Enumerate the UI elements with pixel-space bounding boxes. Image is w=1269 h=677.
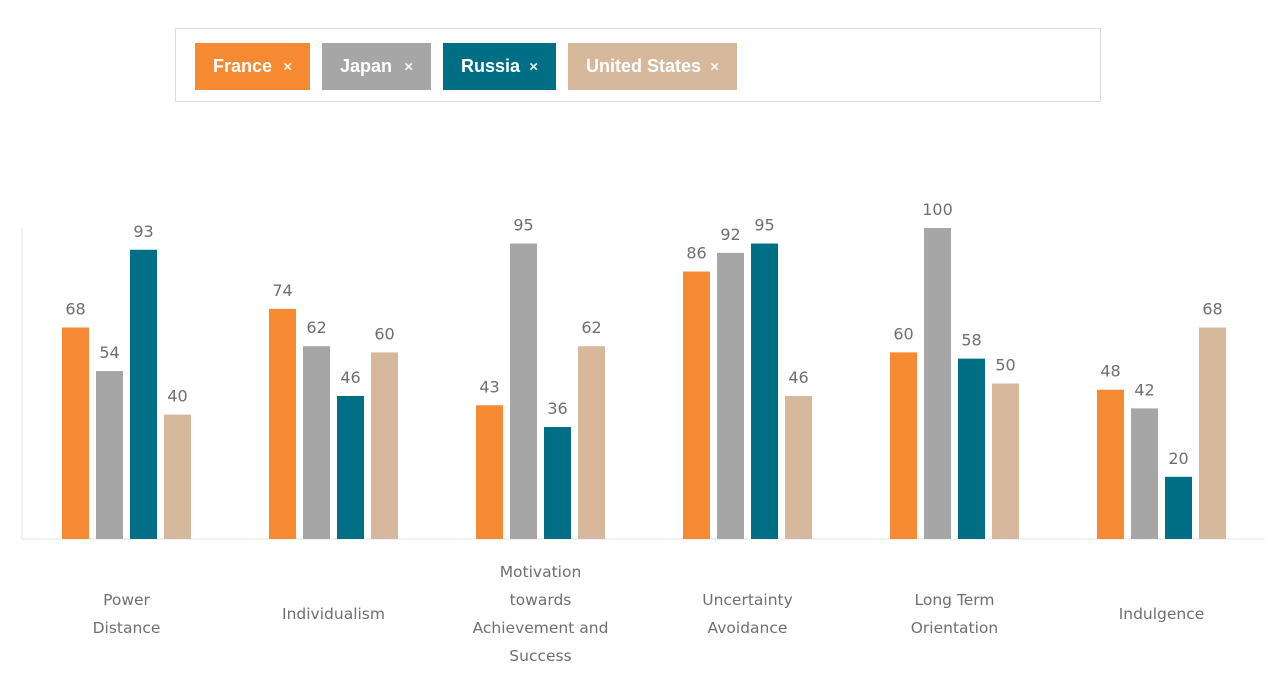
- bar-russia[interactable]: [751, 243, 778, 540]
- close-icon[interactable]: ×: [283, 58, 292, 75]
- data-label: 92: [720, 225, 740, 244]
- data-label: 100: [922, 200, 953, 219]
- bar-united-states[interactable]: [164, 414, 191, 539]
- data-label: 58: [961, 331, 981, 350]
- bar-japan[interactable]: [510, 243, 537, 540]
- data-label: 42: [1134, 380, 1154, 399]
- filter-chip-label: Japan: [340, 56, 393, 76]
- bar-france[interactable]: [476, 405, 503, 539]
- close-icon[interactable]: ×: [710, 58, 719, 75]
- bar-russia[interactable]: [544, 427, 571, 539]
- filter-chip-united-states[interactable]: United States ×: [568, 43, 737, 90]
- category-label: Individualism: [282, 605, 385, 623]
- filter-chip-label: France: [213, 56, 273, 76]
- filter-chip-france[interactable]: France ×: [195, 43, 310, 90]
- bar-japan[interactable]: [96, 371, 123, 539]
- bar-russia[interactable]: [130, 249, 157, 539]
- bar-united-states[interactable]: [785, 395, 812, 539]
- data-label: 36: [547, 399, 567, 418]
- data-label: 50: [995, 356, 1015, 375]
- data-label: 95: [513, 216, 533, 235]
- bar-japan[interactable]: [303, 346, 330, 539]
- data-label: 95: [754, 216, 774, 235]
- bar-france[interactable]: [62, 327, 89, 539]
- bar-united-states[interactable]: [1199, 327, 1226, 539]
- data-label: 40: [167, 387, 187, 406]
- bar-france[interactable]: [269, 308, 296, 539]
- data-label: 62: [306, 318, 326, 337]
- bar-japan[interactable]: [924, 228, 951, 539]
- category-label: Uncertainty Avoidance: [702, 591, 793, 637]
- category-label: Indulgence: [1118, 605, 1205, 623]
- bar-russia[interactable]: [958, 358, 985, 539]
- data-label: 43: [479, 377, 499, 396]
- country-filter-bar: France × Japan × Russia × United States …: [175, 28, 1101, 102]
- data-label: 74: [272, 281, 292, 300]
- data-label: 68: [65, 300, 85, 319]
- filter-chip-label: United States: [586, 56, 702, 76]
- bar-japan[interactable]: [717, 252, 744, 539]
- data-label: 54: [99, 343, 119, 362]
- bar-russia[interactable]: [337, 395, 364, 539]
- data-label: 86: [686, 244, 706, 263]
- filter-chip-label: Russia: [461, 56, 521, 76]
- category-label: Long Term Orientation: [910, 591, 999, 637]
- bar-france[interactable]: [1097, 389, 1124, 539]
- bar-united-states[interactable]: [578, 346, 605, 539]
- data-label: 48: [1100, 362, 1120, 381]
- bar-japan[interactable]: [1131, 408, 1158, 539]
- data-label: 60: [893, 324, 913, 343]
- data-label: 46: [340, 368, 360, 387]
- bar-france[interactable]: [683, 271, 710, 539]
- filter-chip-russia[interactable]: Russia ×: [443, 43, 556, 90]
- bar-france[interactable]: [890, 352, 917, 539]
- close-icon[interactable]: ×: [529, 58, 538, 75]
- close-icon[interactable]: ×: [404, 58, 413, 75]
- category-label: Power Distance: [92, 591, 161, 637]
- bar-united-states[interactable]: [992, 383, 1019, 540]
- data-label: 68: [1202, 300, 1222, 319]
- data-label: 46: [788, 368, 808, 387]
- data-label: 60: [374, 324, 394, 343]
- category-label: Motivation towards Achievement and Success: [472, 563, 609, 665]
- filter-chip-japan[interactable]: Japan ×: [322, 43, 431, 90]
- data-label: 20: [1168, 449, 1188, 468]
- bar-united-states[interactable]: [371, 352, 398, 539]
- data-label: 62: [581, 318, 601, 337]
- data-label: 93: [133, 222, 153, 241]
- bar-russia[interactable]: [1165, 476, 1192, 539]
